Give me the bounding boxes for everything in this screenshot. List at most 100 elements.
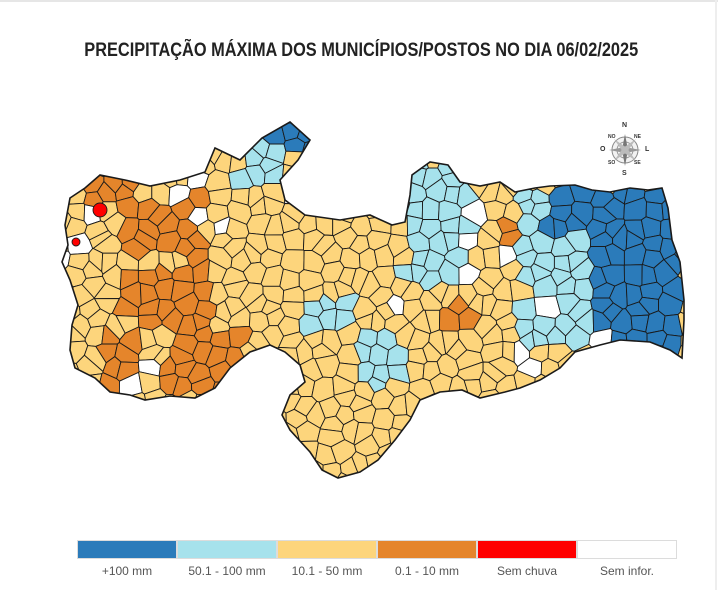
municipality (463, 137, 486, 160)
municipality (205, 423, 225, 452)
municipality (105, 402, 128, 432)
municipality (514, 131, 538, 156)
municipality (299, 122, 322, 129)
compass-rose: N S O L NE NO SE SO (600, 120, 650, 180)
municipality (606, 460, 629, 478)
municipality (423, 441, 444, 460)
municipality (62, 373, 69, 401)
municipality (192, 407, 218, 430)
municipality (344, 194, 371, 218)
municipality (685, 276, 718, 303)
municipality (192, 122, 219, 125)
municipality (152, 149, 175, 171)
municipality (317, 122, 340, 141)
municipality (206, 402, 231, 426)
municipality (590, 380, 613, 396)
municipality (229, 376, 255, 394)
municipality (277, 439, 301, 461)
municipality (661, 153, 683, 177)
municipality (211, 455, 227, 477)
municipality (514, 457, 538, 477)
municipality (538, 153, 555, 176)
municipality (62, 279, 74, 302)
municipality (681, 205, 684, 253)
municipality (679, 153, 684, 184)
municipality (62, 122, 70, 157)
municipality (670, 406, 684, 428)
municipality (583, 469, 607, 478)
municipality (209, 390, 232, 414)
municipality (677, 182, 684, 210)
municipality (62, 344, 67, 377)
municipality (225, 122, 251, 140)
municipality (352, 154, 375, 174)
municipality (62, 361, 68, 386)
municipality (653, 122, 681, 125)
municipality (588, 361, 612, 384)
municipality (62, 308, 63, 349)
municipality (134, 167, 161, 186)
municipality (96, 122, 120, 130)
municipality (656, 141, 681, 164)
compass-se: SE (634, 160, 641, 166)
municipality (565, 152, 590, 179)
municipality (491, 470, 519, 478)
municipality (476, 150, 498, 170)
municipality (660, 456, 681, 475)
municipality (473, 134, 499, 155)
municipality (411, 133, 433, 156)
municipality (62, 422, 71, 447)
municipality (86, 422, 110, 445)
municipality (661, 198, 680, 221)
municipality (106, 122, 127, 144)
municipality (460, 156, 482, 181)
municipality (536, 130, 557, 156)
municipality (491, 449, 516, 474)
municipality (317, 149, 338, 170)
municipality (261, 428, 283, 447)
municipality (672, 360, 684, 386)
municipality (251, 407, 270, 426)
municipality (393, 444, 412, 462)
legend-swatch-50-100 (177, 540, 277, 559)
municipality (316, 165, 341, 189)
municipality (302, 182, 324, 201)
municipality (314, 122, 348, 124)
municipality (408, 153, 430, 170)
municipality (421, 412, 446, 435)
municipality (104, 454, 128, 478)
municipality (420, 122, 441, 124)
municipality (657, 359, 681, 379)
municipality (211, 380, 235, 401)
municipality (493, 122, 515, 144)
municipality (117, 150, 140, 173)
municipality (429, 135, 450, 162)
municipality (189, 446, 213, 467)
municipality (62, 202, 66, 235)
municipality (516, 151, 542, 175)
legend-label-100: +100 mm (101, 564, 153, 578)
municipality (330, 183, 353, 207)
municipality (228, 406, 254, 433)
municipality (279, 122, 316, 123)
municipality (211, 443, 238, 465)
municipality (439, 122, 465, 131)
municipality (680, 328, 684, 354)
municipality (336, 472, 354, 478)
municipality (653, 162, 674, 189)
municipality (547, 406, 573, 428)
municipality (529, 122, 554, 139)
municipality (410, 473, 433, 478)
municipality (604, 438, 632, 462)
municipality (82, 406, 107, 426)
municipality (498, 436, 523, 459)
municipality (62, 304, 71, 331)
municipality (68, 420, 90, 444)
municipality (62, 445, 69, 478)
compass-no: NO (608, 134, 616, 140)
municipality (405, 425, 430, 448)
municipality (622, 359, 642, 378)
municipality (291, 474, 323, 478)
legend-label-sem-infor: Sem infor. (599, 564, 655, 578)
municipality (391, 135, 415, 162)
